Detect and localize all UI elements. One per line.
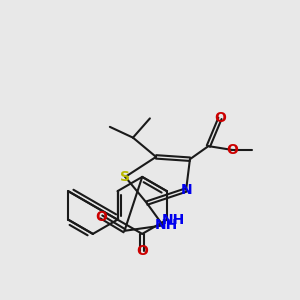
Text: O: O [95, 210, 107, 224]
Text: N: N [180, 183, 192, 197]
Text: O: O [136, 244, 148, 258]
Text: NH: NH [161, 213, 185, 226]
Text: O: O [226, 143, 238, 157]
Text: NH: NH [154, 218, 178, 233]
Text: S: S [120, 170, 130, 184]
Text: O: O [214, 111, 226, 125]
